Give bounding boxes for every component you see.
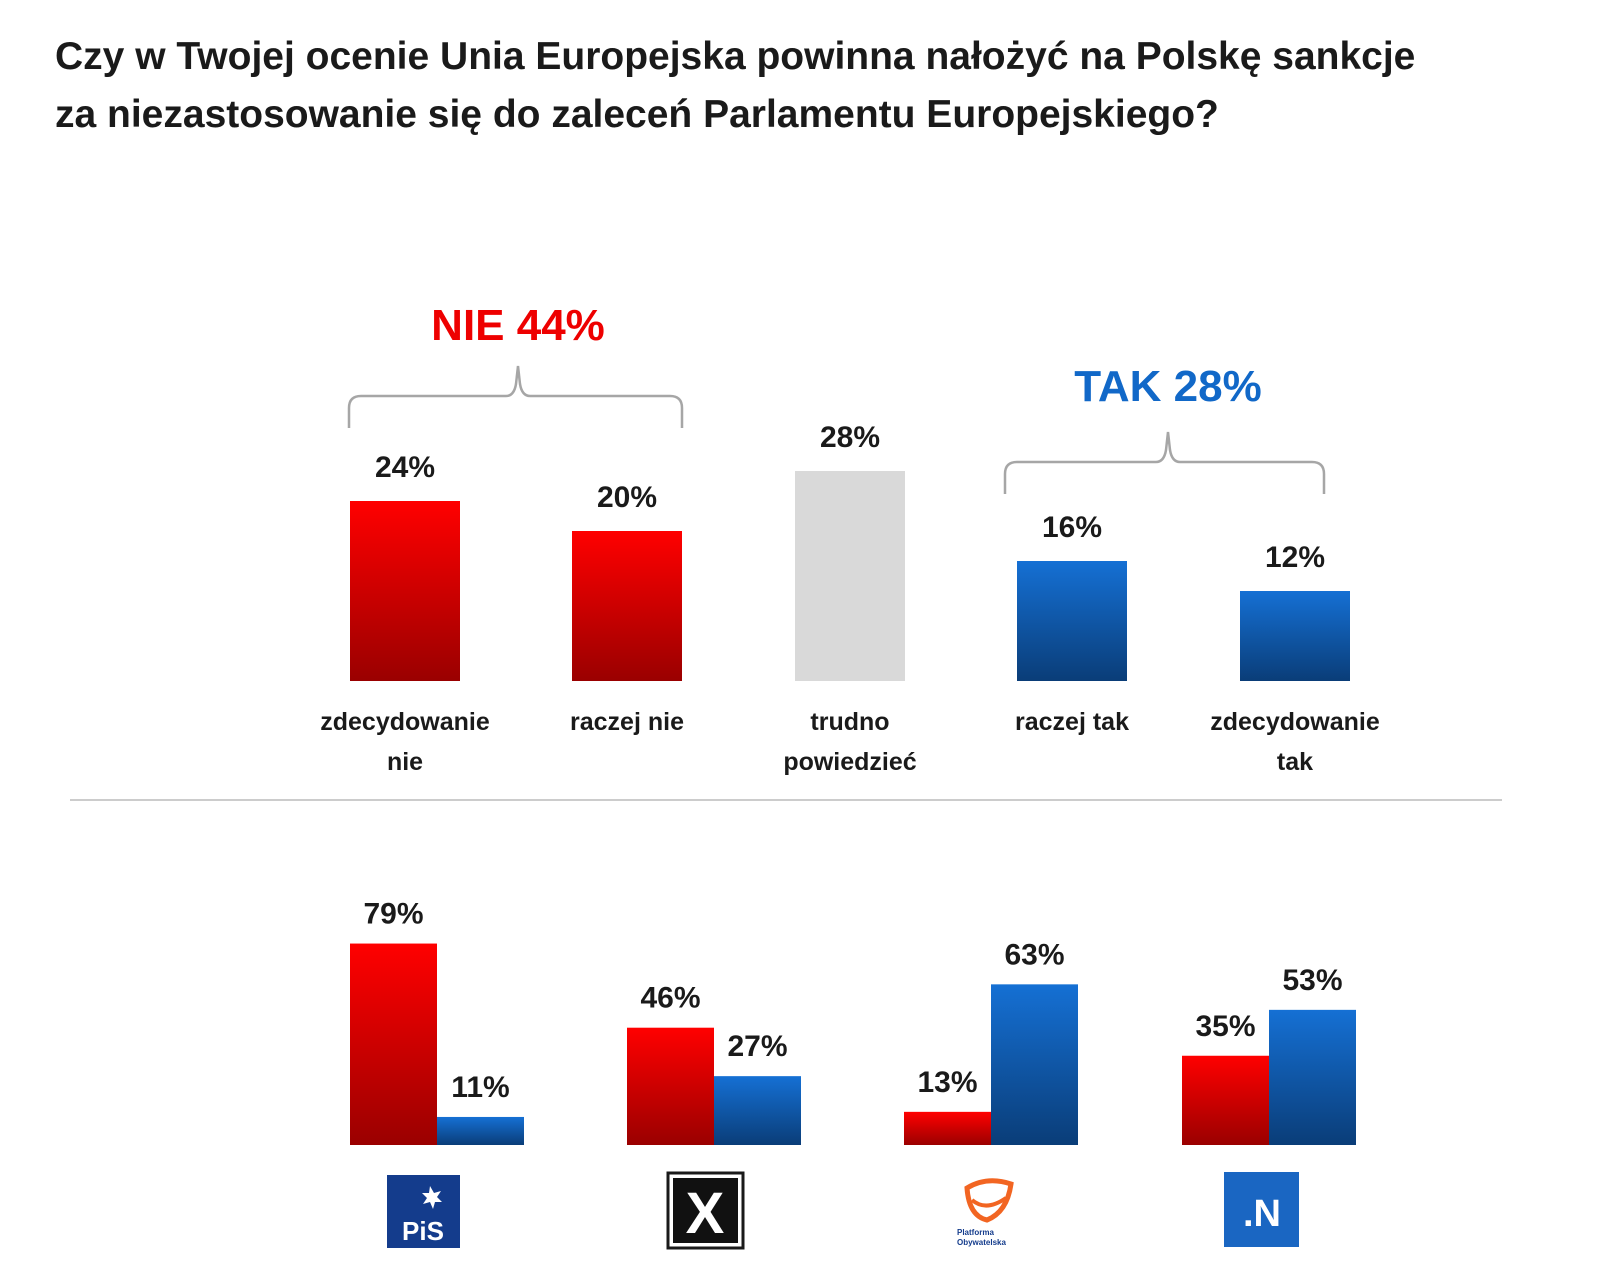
category-label-3-0: raczej tak	[1015, 708, 1129, 736]
value-label-overall-3: 16%	[1042, 511, 1102, 544]
chart-title: Czy w Twojej ocenie Unia Europejska powi…	[55, 28, 1555, 144]
value-label-party-0-series-0: 79%	[363, 898, 423, 931]
party-chart: 79% 11% 46% 27% 13% 63% 35% 53%	[350, 898, 1356, 1145]
category-label-0-0: zdecydowanie	[320, 708, 490, 736]
group-label-tak: TAK 28%	[1074, 362, 1261, 411]
value-label-party-2-series-1: 63%	[1004, 938, 1064, 971]
po-logo: Platforma Obywatelska	[957, 1178, 1014, 1247]
category-label-4-0: zdecydowanie	[1210, 708, 1380, 736]
value-label-party-3-series-0: 35%	[1195, 1010, 1255, 1043]
bracket-tak	[1003, 431, 1326, 494]
bar-party-0-series-0	[350, 943, 437, 1145]
bar-party-2-series-0	[904, 1111, 991, 1145]
kukiz-logo-text: X	[686, 1181, 725, 1246]
group-label-nie: NIE 44%	[431, 301, 605, 350]
chart-title-line-1: Czy w Twojej ocenie Unia Europejska powi…	[55, 35, 1416, 78]
nowoczesna-logo-text: .N	[1243, 1193, 1281, 1235]
category-label-4-1: tak	[1277, 748, 1313, 776]
bar-overall-2	[795, 471, 905, 681]
bar-party-3-series-1	[1269, 1009, 1356, 1145]
bar-overall-4	[1240, 591, 1350, 681]
category-label-2-0: trudno	[810, 708, 889, 736]
value-label-overall-1: 20%	[597, 481, 657, 514]
po-logo-text-1: Platforma	[957, 1228, 994, 1237]
chart-title-line-2: za niezastosowanie się do zaleceń Parlam…	[55, 93, 1219, 136]
bar-party-1-series-0	[627, 1027, 714, 1145]
bar-party-0-series-1	[437, 1116, 524, 1145]
value-label-party-3-series-1: 53%	[1282, 964, 1342, 997]
bracket-nie	[347, 365, 684, 428]
nowoczesna-logo: .N	[1224, 1172, 1299, 1247]
bar-overall-1	[572, 531, 682, 681]
po-logo-text-2: Obywatelska	[957, 1238, 1006, 1247]
bar-overall-0	[350, 501, 460, 681]
kukiz-logo: X	[666, 1171, 745, 1250]
category-label-0-1: nie	[387, 748, 423, 776]
pis-logo-text: PiS	[402, 1216, 444, 1246]
value-label-party-2-series-0: 13%	[917, 1066, 977, 1099]
value-label-party-1-series-1: 27%	[727, 1030, 787, 1063]
value-label-overall-0: 24%	[375, 451, 435, 484]
value-label-overall-2: 28%	[820, 421, 880, 454]
bar-party-2-series-1	[991, 984, 1078, 1145]
bar-overall-3	[1017, 561, 1127, 681]
value-label-party-1-series-0: 46%	[640, 982, 700, 1015]
value-label-party-0-series-1: 11%	[451, 1071, 509, 1104]
category-label-2-1: powiedzieć	[783, 748, 916, 776]
pis-logo: PiS	[387, 1175, 460, 1248]
value-label-overall-4: 12%	[1265, 541, 1325, 574]
category-label-1-0: raczej nie	[570, 708, 684, 736]
bar-party-3-series-0	[1182, 1055, 1269, 1145]
overall-chart: 24% zdecydowanie nie 20% raczej nie 28% trudno…	[320, 421, 1380, 776]
bar-party-1-series-1	[714, 1076, 801, 1145]
